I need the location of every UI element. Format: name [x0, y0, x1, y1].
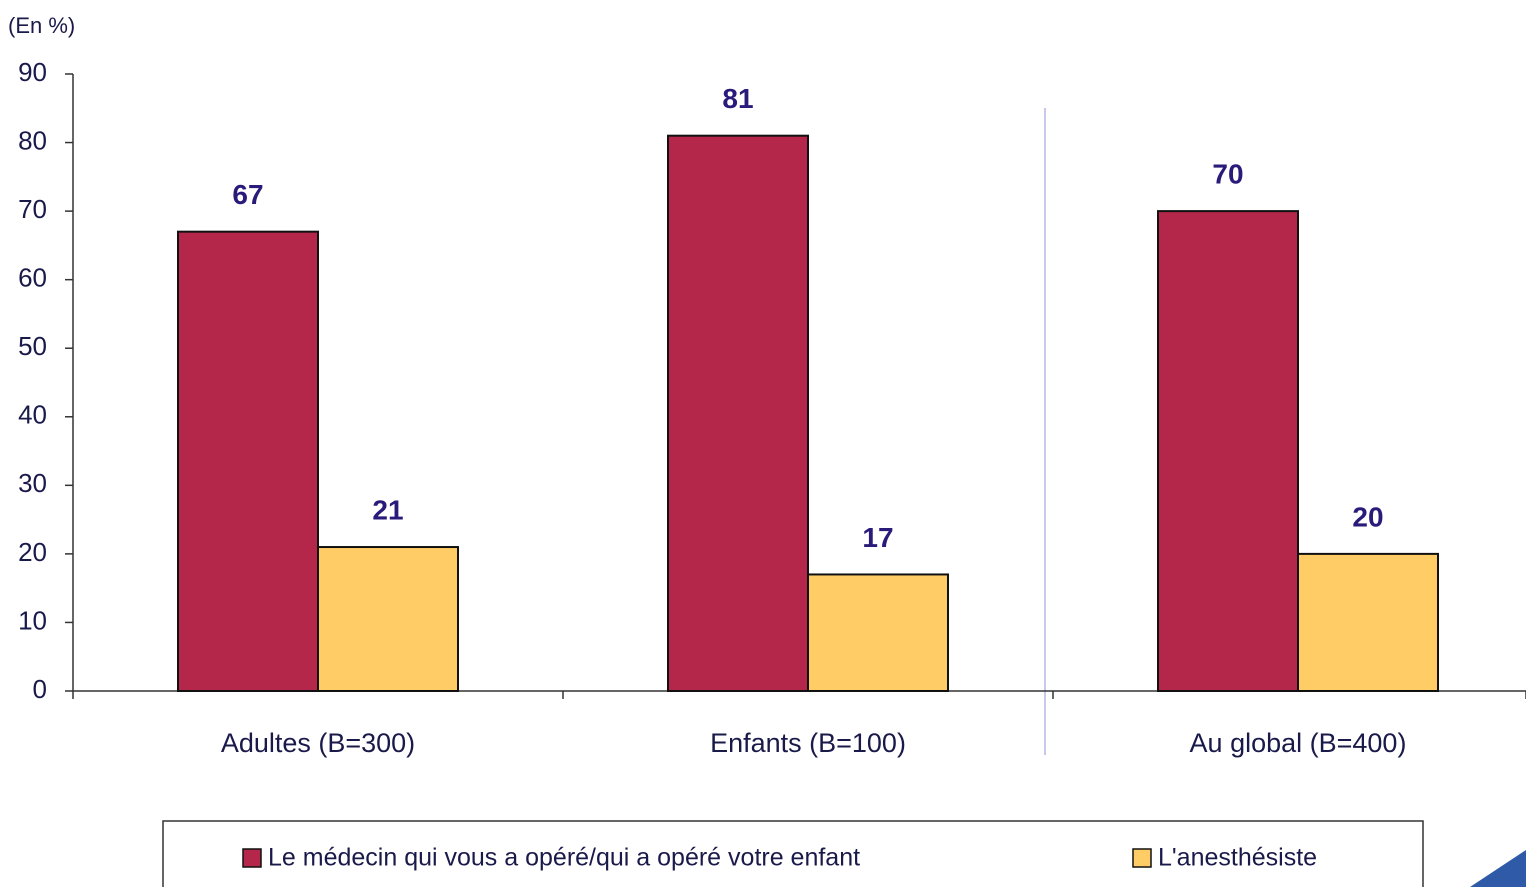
y-tick-label: 30	[18, 468, 47, 498]
value-label: 21	[372, 494, 403, 525]
y-tick-label: 70	[18, 194, 47, 224]
x-tick-label: Au global (B=400)	[1190, 728, 1407, 758]
decoration	[1470, 850, 1526, 887]
y-tick-label: 40	[18, 400, 47, 430]
value-label: 67	[232, 179, 263, 210]
bar	[807, 573, 949, 693]
value-label: 17	[862, 522, 893, 553]
x-tick-label: Enfants (B=100)	[710, 728, 906, 758]
y-tick-label: 0	[33, 674, 47, 704]
value-label: 70	[1212, 159, 1243, 190]
y-axis-label: (En %)	[8, 13, 75, 38]
bar	[177, 230, 319, 693]
legend-box	[162, 820, 1424, 887]
legend-swatch	[242, 848, 262, 868]
bar	[1297, 552, 1439, 693]
y-tick-label: 90	[18, 57, 47, 87]
legend-swatch	[1132, 848, 1152, 868]
x-tick-label: Adultes (B=300)	[221, 728, 415, 758]
bar	[317, 546, 459, 692]
legend-label: L'anesthésiste	[1158, 844, 1317, 872]
y-tick-label: 80	[18, 125, 47, 155]
bar	[1157, 210, 1299, 692]
y-tick-label: 20	[18, 537, 47, 567]
y-tick-label: 10	[18, 605, 47, 635]
value-label: 20	[1352, 501, 1383, 532]
y-tick-label: 60	[18, 263, 47, 293]
y-tick-label: 50	[18, 331, 47, 361]
bar	[667, 134, 809, 692]
value-label: 81	[722, 83, 753, 114]
legend-label: Le médecin qui vous a opéré/qui a opéré …	[268, 844, 860, 872]
